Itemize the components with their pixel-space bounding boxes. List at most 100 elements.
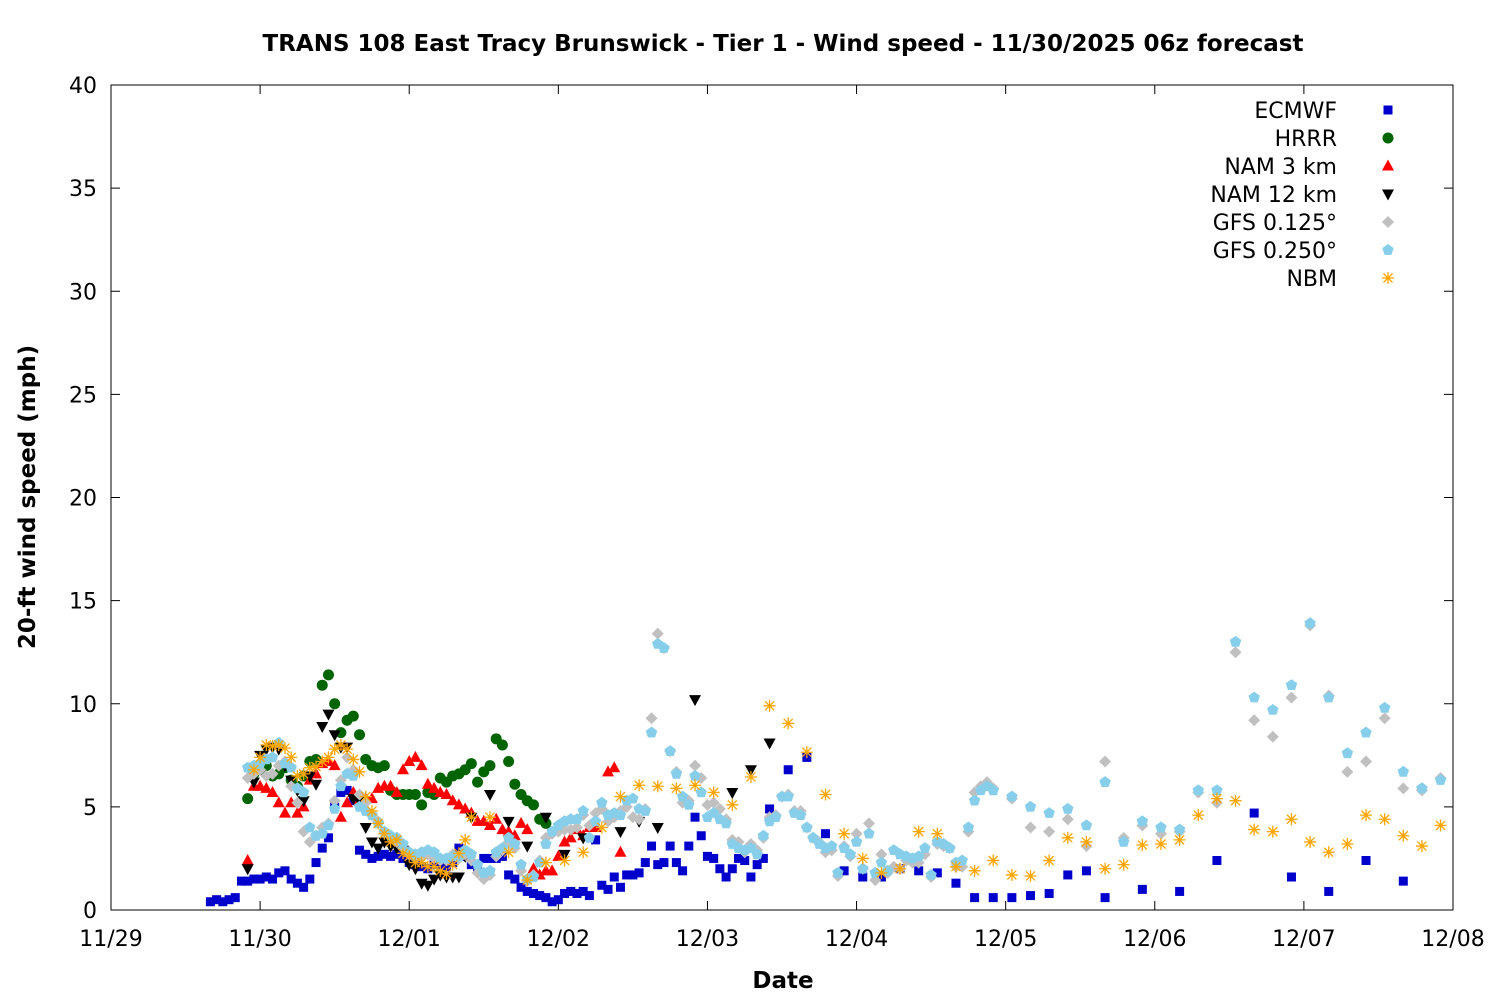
- legend-item: NBM: [1286, 267, 1394, 292]
- data-point: [1360, 755, 1373, 768]
- data-point: [428, 846, 440, 858]
- data-point: [409, 750, 422, 762]
- x-tick-label: 11/30: [228, 927, 291, 952]
- data-point: [783, 765, 793, 775]
- data-point: [1266, 825, 1279, 838]
- data-point: [428, 860, 441, 873]
- data-point: [1322, 846, 1335, 859]
- data-point: [758, 853, 768, 863]
- data-point: [671, 858, 681, 868]
- data-point: [850, 835, 863, 847]
- data-point: [591, 835, 601, 845]
- legend-marker: [1382, 272, 1394, 284]
- data-point: [274, 868, 284, 878]
- legend-item: ECMWF: [1254, 99, 1393, 124]
- data-point: [564, 831, 577, 843]
- x-tick-label: 12/07: [1272, 927, 1335, 952]
- data-point: [365, 805, 378, 817]
- data-point: [521, 841, 534, 853]
- data-point: [932, 868, 942, 878]
- data-point: [752, 860, 762, 870]
- data-point: [471, 858, 484, 870]
- data-point: [819, 788, 832, 801]
- data-point: [266, 751, 279, 763]
- data-point: [1044, 889, 1054, 898]
- data-point: [1360, 809, 1373, 822]
- data-point: [328, 743, 341, 756]
- data-point: [310, 753, 322, 765]
- legend-marker: [1382, 216, 1394, 228]
- legend-marker: [1383, 105, 1393, 115]
- data-point: [1379, 701, 1391, 713]
- legend-label: HRRR: [1275, 127, 1337, 152]
- data-point: [341, 743, 354, 756]
- data-point: [633, 813, 646, 826]
- data-point: [452, 847, 465, 860]
- series-nam-12-km: [241, 695, 776, 892]
- data-point: [242, 793, 254, 805]
- data-point: [522, 886, 532, 896]
- data-point: [497, 851, 507, 861]
- data-point: [254, 751, 267, 764]
- data-point: [479, 853, 489, 863]
- data-point: [409, 789, 421, 800]
- data-point: [862, 817, 875, 830]
- data-point: [1043, 854, 1056, 867]
- data-point: [595, 821, 608, 834]
- data-point: [1136, 815, 1149, 827]
- data-point: [1378, 813, 1391, 826]
- y-tick-label: 30: [69, 280, 97, 305]
- data-point: [1005, 868, 1018, 881]
- x-tick-label: 12/02: [527, 927, 590, 952]
- data-point: [1024, 869, 1037, 882]
- data-point: [1192, 809, 1205, 822]
- data-point: [577, 805, 589, 816]
- data-point: [421, 880, 434, 892]
- legend-marker: [1382, 132, 1394, 144]
- data-point: [428, 874, 441, 886]
- data-point: [640, 858, 650, 868]
- data-point: [715, 864, 725, 874]
- data-point: [521, 874, 534, 887]
- data-point: [547, 897, 557, 907]
- data-point: [1100, 893, 1110, 903]
- data-point: [297, 767, 310, 780]
- data-point: [341, 751, 354, 764]
- data-point: [484, 760, 496, 772]
- data-point: [702, 851, 712, 861]
- data-point: [597, 880, 607, 890]
- data-point: [727, 864, 737, 874]
- data-point: [1043, 825, 1056, 838]
- data-point: [608, 761, 621, 773]
- data-point: [1192, 784, 1204, 796]
- data-point: [483, 790, 496, 801]
- data-point: [291, 806, 304, 818]
- data-point: [249, 874, 259, 884]
- data-point: [316, 721, 329, 733]
- data-point: [676, 790, 689, 802]
- data-point: [745, 842, 757, 853]
- y-tick-label: 20: [69, 487, 97, 512]
- data-point: [260, 739, 273, 751]
- data-point: [968, 794, 981, 806]
- x-tick-label: 12/06: [1123, 927, 1186, 952]
- data-point: [280, 866, 290, 876]
- data-point: [261, 872, 271, 882]
- data-point: [690, 812, 700, 822]
- data-point: [988, 893, 998, 903]
- data-point: [1324, 886, 1334, 896]
- data-point: [614, 790, 627, 803]
- data-point: [609, 872, 619, 882]
- data-point: [516, 882, 526, 892]
- data-point: [247, 763, 260, 776]
- data-point: [670, 782, 683, 795]
- data-point: [801, 821, 813, 833]
- data-point: [390, 833, 403, 846]
- data-point: [651, 823, 664, 834]
- data-point: [484, 864, 496, 876]
- data-point: [266, 767, 279, 780]
- data-point: [328, 794, 341, 807]
- y-tick-label: 0: [83, 899, 97, 924]
- data-point: [633, 779, 646, 792]
- data-point: [615, 882, 625, 892]
